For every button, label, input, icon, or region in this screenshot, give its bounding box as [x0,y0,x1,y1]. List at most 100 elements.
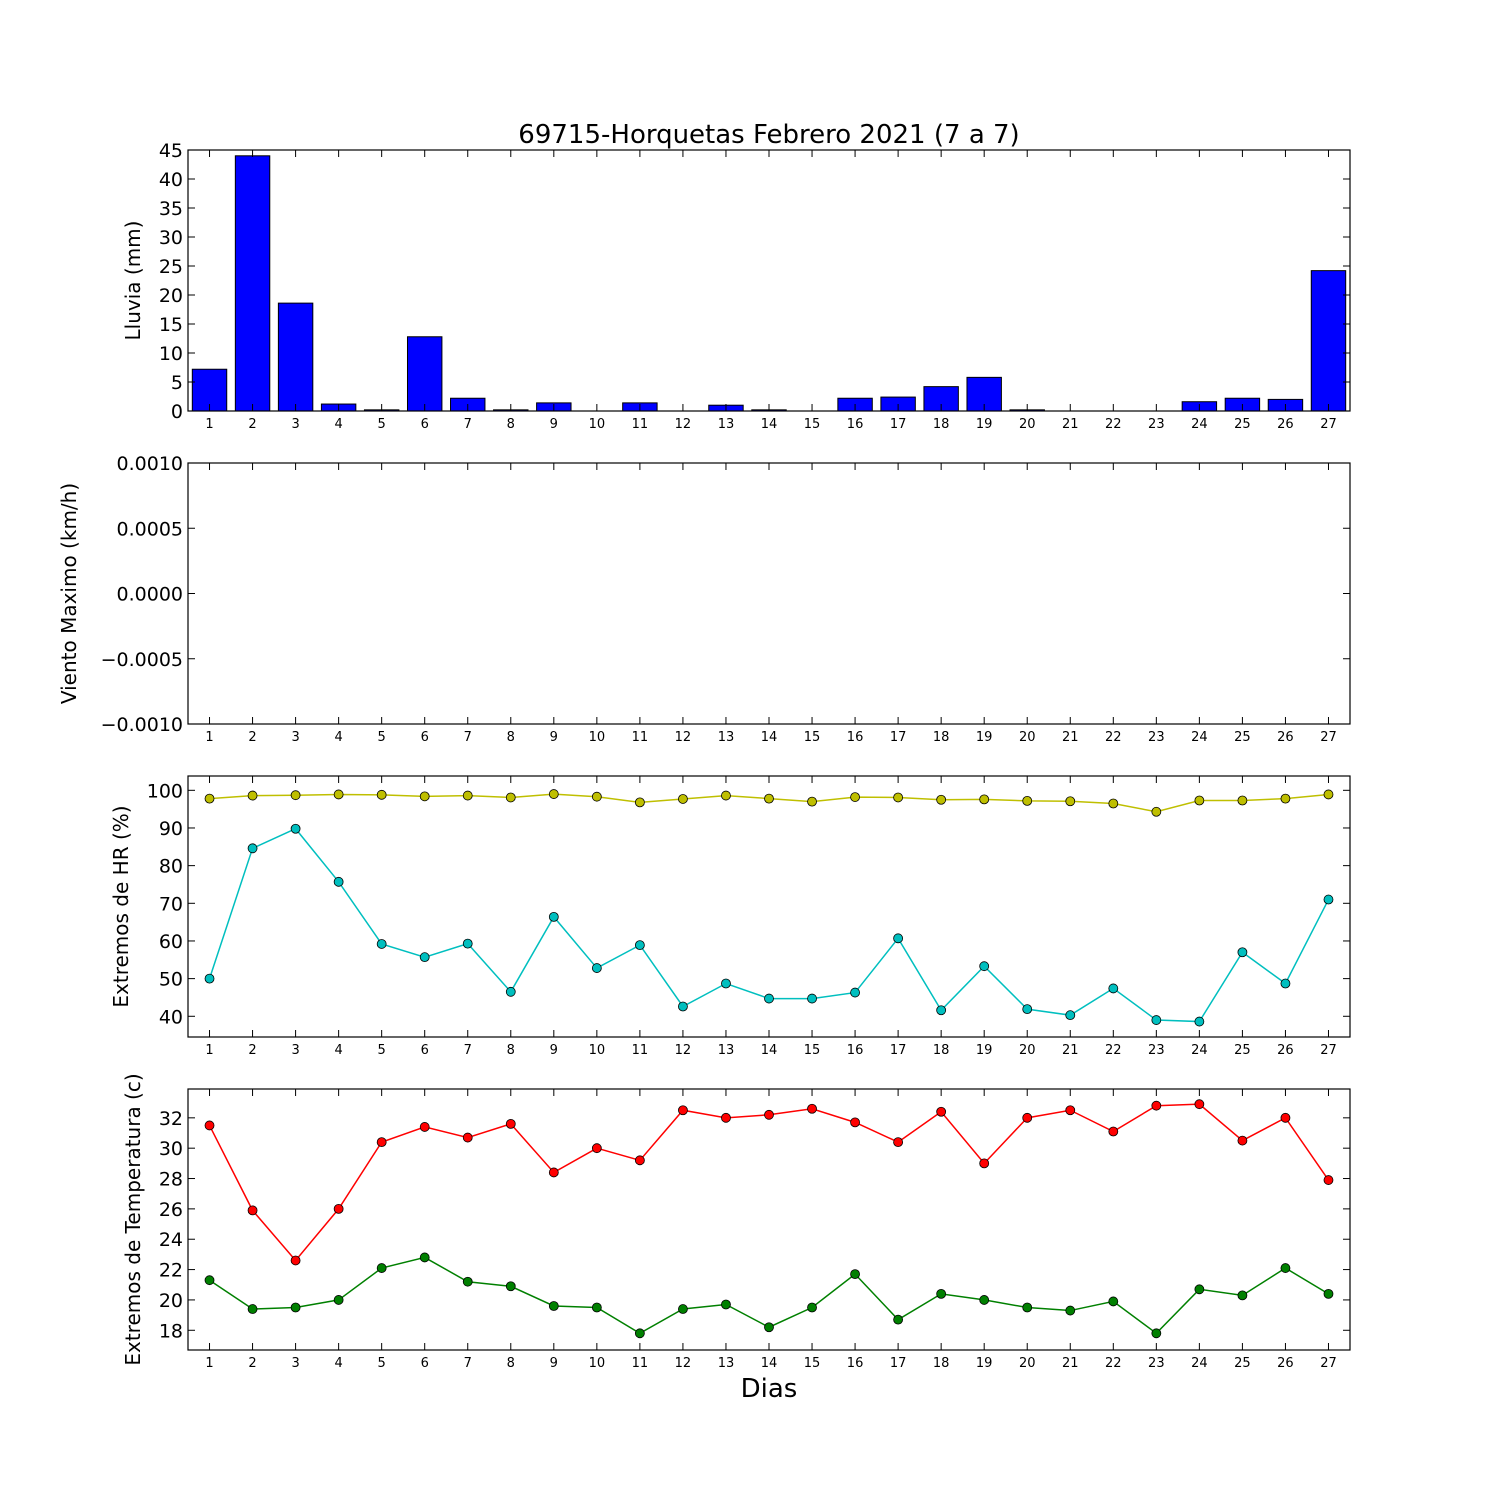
x-tick-label: 10 [589,1356,606,1371]
x-tick-label: 5 [378,417,386,432]
y-tick-label: 20 [159,1290,183,1312]
series-point [204,1120,215,1131]
series-point [247,1205,258,1216]
series-point [1151,806,1162,817]
series-point [419,791,430,802]
x-tick-label: 1 [205,730,213,745]
y-axis-label: Lluvia (mm) [121,221,145,341]
series-point [204,1275,215,1286]
y-tick-label: 30 [159,227,183,249]
x-tick-label: 18 [933,1356,950,1371]
series-point [634,1328,645,1339]
series-point [1194,1284,1205,1295]
y-tick-label: 30 [159,1138,183,1160]
x-tick-label: 16 [847,1356,864,1371]
y-tick-label: 15 [159,314,183,336]
series-point [979,1295,990,1305]
series-point [505,792,516,803]
x-tick-label: 13 [718,730,735,745]
x-tick-label: 8 [507,1043,515,1058]
series-point [1237,795,1248,806]
x-tick-label: 25 [1234,1356,1251,1371]
series-point [979,794,990,805]
x-tick-label: 5 [378,1043,386,1058]
series-point [333,789,344,800]
series-point [678,1105,688,1116]
y-tick-label: 22 [159,1260,183,1282]
x-tick-label: 20 [1019,417,1036,432]
y-tick-label: −0.0005 [101,649,183,671]
series-point [1280,1263,1291,1273]
series-point [548,789,559,799]
x-tick-label: 1 [205,417,213,432]
series-point [419,1252,430,1263]
series-point [979,1158,990,1169]
x-tick-label: 26 [1277,417,1294,432]
series-point [376,1263,387,1273]
series-point [850,1269,860,1280]
rain-bar [277,302,314,412]
x-tick-label: 27 [1320,417,1337,432]
series-point [419,1122,430,1132]
y-tick-label: 25 [159,256,183,278]
y-tick-label: 40 [159,1006,183,1028]
x-tick-label: 21 [1062,730,1079,745]
series-point [1323,789,1334,800]
x-tick-label: 19 [976,1043,993,1058]
series-point [1065,1105,1076,1116]
series-point [634,1155,645,1166]
series-point [1108,1126,1119,1137]
x-tick-label: 12 [675,730,692,745]
x-tick-label: 2 [248,1043,256,1058]
series-point [548,911,559,922]
series-point [807,1302,817,1313]
x-tick-label: 3 [291,730,299,745]
x-tick-label: 13 [718,1043,735,1058]
series-point [936,1106,947,1117]
series-point [1323,1175,1334,1185]
series-point [247,843,258,854]
series-point [1022,1112,1033,1123]
x-tick-label: 20 [1019,1356,1036,1371]
x-tick-label: 3 [291,1356,299,1371]
x-tick-label: 19 [976,1356,993,1371]
rain-bar [406,336,443,412]
rain-bar [234,155,271,412]
x-tick-label: 26 [1277,1043,1294,1058]
series-point [721,1112,731,1123]
x-tick-label: 22 [1105,1356,1122,1371]
series-point [1022,1004,1033,1015]
series-point [850,987,860,998]
series-point [505,986,516,997]
series-point [247,1304,258,1314]
series-point [290,823,301,834]
x-tick-label: 25 [1234,417,1251,432]
series-point [462,938,473,949]
series-point [376,1137,387,1148]
y-axis-label: Extremos de Temperatura (c) [121,1073,145,1365]
y-tick-label: 0.0005 [117,518,183,540]
x-tick-label: 17 [890,1043,907,1058]
series-point [333,1295,344,1305]
series-point [1065,796,1076,807]
x-tick-label: 19 [976,417,993,432]
series-point [764,793,774,804]
x-tick-label: 21 [1062,1356,1079,1371]
series-point [1280,1112,1291,1123]
x-tick-label: 15 [804,417,821,432]
series-point [979,961,990,972]
x-tick-label: 7 [464,1043,472,1058]
x-tick-label: 23 [1148,1043,1165,1058]
series-point [376,789,387,800]
y-tick-label: 45 [159,140,183,162]
series-point [1280,978,1291,989]
y-tick-label: 80 [159,856,183,878]
y-axis-label: Extremos de HR (%) [109,805,133,1007]
series-point [1022,1302,1033,1313]
x-tick-label: 18 [933,730,950,745]
series-point [333,1203,344,1214]
y-tick-label: 60 [159,931,183,953]
x-tick-label: 24 [1191,417,1208,432]
